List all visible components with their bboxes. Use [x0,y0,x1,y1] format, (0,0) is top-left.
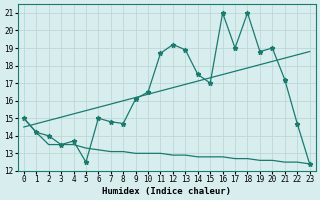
X-axis label: Humidex (Indice chaleur): Humidex (Indice chaleur) [102,187,231,196]
